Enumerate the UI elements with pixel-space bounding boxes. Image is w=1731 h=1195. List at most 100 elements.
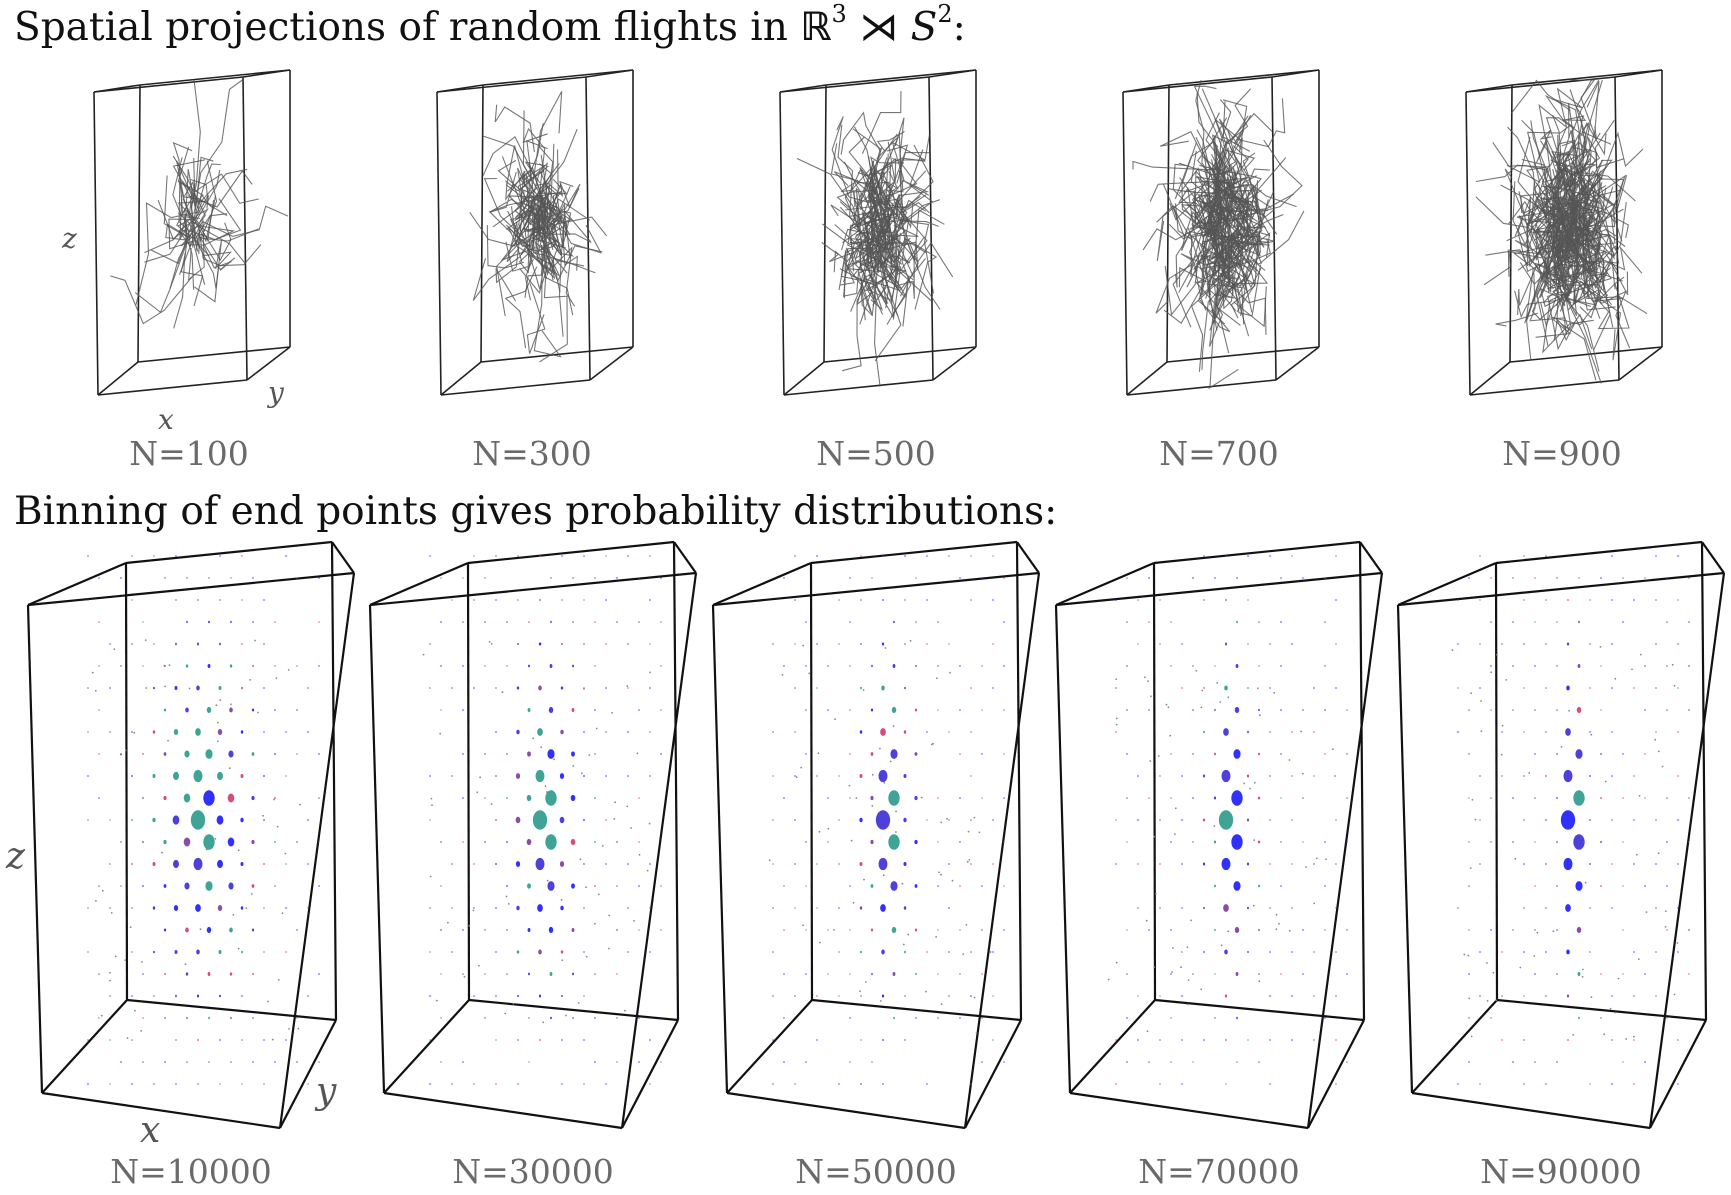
flight-path bbox=[519, 166, 546, 210]
probability-blob bbox=[1003, 709, 1005, 711]
probability-blob bbox=[230, 1061, 232, 1063]
probability-blob bbox=[1003, 929, 1005, 931]
top-panel-5-caption: N=900 bbox=[1502, 434, 1622, 473]
probability-blob bbox=[1468, 841, 1470, 843]
flight-path bbox=[1551, 279, 1578, 317]
probability-blob bbox=[1257, 840, 1261, 844]
probability-blob bbox=[560, 950, 564, 954]
probability-blob bbox=[1324, 577, 1326, 579]
probability-blob bbox=[1575, 749, 1583, 759]
sparse-bin-dot bbox=[855, 797, 858, 799]
flight-panel-box-edge bbox=[97, 361, 139, 396]
probability-blob bbox=[992, 555, 994, 557]
distribution-panel-box-edge bbox=[1411, 999, 1498, 1094]
flight-path bbox=[1218, 273, 1249, 316]
distribution-panel-box-edge bbox=[41, 1091, 281, 1130]
flight-paths bbox=[469, 91, 608, 363]
probability-blob bbox=[174, 949, 178, 955]
probability-blob bbox=[1170, 1061, 1172, 1063]
sparse-bin-dot bbox=[141, 961, 143, 963]
sparse-bin-dot bbox=[546, 879, 549, 882]
probability-blob bbox=[914, 884, 918, 888]
probability-blob bbox=[1335, 555, 1337, 557]
flight-path bbox=[1198, 196, 1240, 242]
flight-path bbox=[841, 228, 881, 251]
sparse-bin-dot bbox=[862, 689, 865, 691]
sparse-bin-dot bbox=[907, 933, 910, 936]
probability-blob bbox=[1545, 951, 1547, 953]
probability-blob bbox=[131, 555, 133, 557]
probability-blob bbox=[570, 794, 576, 802]
probability-blob bbox=[109, 643, 111, 645]
sparse-bin-dot bbox=[1253, 781, 1256, 784]
probability-blob bbox=[583, 687, 585, 689]
probability-blob bbox=[252, 577, 254, 579]
probability-blob bbox=[1126, 577, 1128, 579]
probability-blob bbox=[1512, 929, 1514, 931]
probability-blob bbox=[451, 599, 453, 601]
probability-blob bbox=[827, 665, 829, 667]
sparse-bin-dot bbox=[768, 859, 771, 862]
probability-blob bbox=[429, 687, 431, 689]
probability-blob bbox=[152, 817, 156, 823]
flight-path bbox=[1574, 245, 1643, 279]
probability-blob bbox=[462, 577, 464, 579]
probability-blob bbox=[1137, 819, 1139, 821]
probability-blob bbox=[859, 730, 863, 734]
flight-path bbox=[551, 209, 592, 259]
distribution-panel-box-edge bbox=[279, 1019, 337, 1129]
probability-blob bbox=[849, 753, 851, 755]
sparse-bin-dot bbox=[1582, 968, 1584, 971]
flight-path bbox=[525, 139, 548, 212]
sparse-bin-dot bbox=[1167, 706, 1170, 709]
flight-path bbox=[891, 232, 907, 276]
probability-blob bbox=[263, 643, 265, 645]
probability-blob bbox=[1655, 687, 1657, 689]
probability-blob bbox=[184, 882, 190, 890]
probability-blob bbox=[1611, 863, 1613, 865]
flight-path bbox=[1195, 193, 1232, 239]
probability-blob bbox=[240, 861, 244, 867]
probability-blob bbox=[937, 621, 939, 623]
probability-blob bbox=[1644, 665, 1646, 667]
sparse-bin-dot bbox=[544, 785, 547, 787]
probability-blob bbox=[1556, 621, 1558, 623]
sparse-bin-dot bbox=[1200, 706, 1203, 709]
probability-blob bbox=[1589, 643, 1591, 645]
probability-blob bbox=[484, 665, 486, 667]
probability-blob bbox=[1291, 951, 1293, 953]
probability-blob bbox=[881, 685, 885, 691]
probability-blob bbox=[1677, 687, 1679, 689]
sparse-bin-dot bbox=[1180, 966, 1182, 969]
probability-blob bbox=[263, 599, 265, 601]
probability-blob bbox=[1457, 907, 1459, 909]
sparse-bin-dot bbox=[940, 821, 943, 824]
probability-blob bbox=[970, 1083, 972, 1085]
probability-blob bbox=[1545, 995, 1547, 997]
real-numbers-symbol: ℝ bbox=[800, 5, 832, 50]
probability-blob bbox=[98, 797, 100, 799]
probability-blob bbox=[548, 926, 554, 934]
sparse-bin-dot bbox=[1584, 881, 1587, 884]
probability-blob bbox=[1192, 1061, 1194, 1063]
flight-path bbox=[177, 146, 193, 219]
flight-path bbox=[1513, 226, 1573, 277]
probability-blob bbox=[550, 1016, 552, 1020]
probability-blob bbox=[142, 973, 144, 975]
probability-blob bbox=[1556, 753, 1558, 755]
flight-panel-box-edge bbox=[480, 346, 634, 363]
probability-blob bbox=[87, 1083, 89, 1085]
probability-blob bbox=[937, 841, 939, 843]
probability-blob bbox=[462, 841, 464, 843]
flight-path bbox=[1590, 131, 1644, 191]
flight-path bbox=[110, 275, 193, 325]
probability-blob bbox=[517, 1083, 519, 1085]
probability-blob bbox=[241, 1083, 243, 1085]
probability-blob bbox=[860, 1083, 862, 1085]
flight-path bbox=[852, 128, 882, 188]
probability-blob bbox=[1688, 929, 1690, 931]
probability-blob bbox=[1203, 906, 1205, 910]
flight-path bbox=[494, 104, 535, 153]
probability-blob bbox=[1545, 907, 1547, 909]
flight-path bbox=[537, 185, 567, 243]
